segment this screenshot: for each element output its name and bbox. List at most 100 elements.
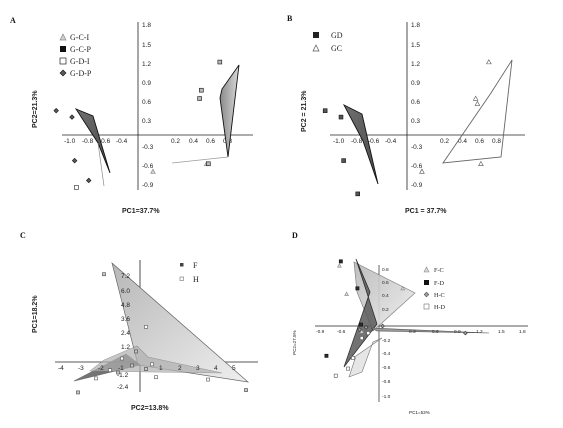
x-tick-c: -1 [118, 365, 124, 372]
data-point-gc [486, 59, 492, 65]
y-axis-label-c: PC1=18.2% [32, 295, 39, 333]
x-tick-c: 2 [178, 365, 182, 372]
legend-item-g-c-i: G-C-I [59, 33, 89, 42]
legend-item-gd: GD [313, 31, 343, 40]
x-axis-label-c: PC2=13.8% [131, 405, 169, 412]
y-tick-d: -0.6 [382, 365, 391, 371]
data-point-h-d [351, 356, 355, 360]
data-point-g-c-p [217, 59, 223, 65]
legend-item-gc: GC [312, 44, 342, 53]
panel-letter-a: A [10, 16, 16, 25]
x-tick-c: 1 [159, 365, 163, 372]
legend-a: G-C-I G-C-P G-D-I G-D-P [59, 33, 92, 78]
x-tick-a: 0.2 [171, 138, 180, 145]
data-point-gc [478, 160, 484, 166]
data-point-g-d-p [69, 114, 75, 120]
y-tick-c: -1.2 [117, 372, 129, 379]
legend-label-h: H [193, 275, 199, 284]
y-tick-c: 4.8 [121, 302, 130, 309]
y-tick-a: 0.9 [142, 80, 151, 87]
hull-gc [442, 59, 513, 164]
legend-label-gd: GD [331, 31, 343, 40]
panel-c: C 7.2 6.0 4.8 3.6 2.4 1.2 -1.2 -2.4 -4 -… [20, 231, 258, 412]
x-ticks-b: -1.0 -0.8 -0.6 -0.4 0.2 0.4 0.6 0.8 [333, 138, 501, 145]
x-tick-b: 0.2 [440, 138, 449, 145]
legend-item-h: H [179, 275, 199, 284]
data-point-h-d [333, 373, 338, 378]
points-b [322, 59, 492, 197]
data-point-h [120, 356, 124, 361]
x-tick-c: -2 [98, 365, 104, 372]
data-point-f [76, 390, 80, 395]
data-point-gc [474, 100, 481, 106]
data-point-gc [419, 168, 425, 174]
panel-letter-d: D [292, 231, 298, 240]
legend-b: GD GC [312, 31, 343, 53]
x-tick-a: 0.6 [206, 138, 215, 145]
x-tick-b: -0.6 [368, 138, 380, 145]
y-tick-a: 1.2 [142, 61, 151, 68]
data-point-h-c [363, 325, 369, 330]
legend-label-f-c: F-C [434, 267, 444, 274]
hull-h [89, 345, 223, 374]
x-tick-b: -0.4 [385, 138, 397, 145]
data-point-f [130, 363, 134, 368]
legend-item-g-c-p: G-C-P [60, 45, 91, 54]
x-tick-d: -0.9 [316, 329, 325, 335]
legend-marker-h [179, 276, 184, 281]
x-tick-c: 3 [196, 365, 200, 372]
y-ticks-c: 7.2 6.0 4.8 3.6 2.4 1.2 -1.2 -2.4 [117, 273, 130, 391]
data-point-g-d-p [85, 177, 92, 184]
y-tick-d: -0.2 [382, 338, 391, 344]
data-point-h-d [346, 366, 350, 371]
x-tick-b: -1.0 [333, 138, 345, 145]
x-axis-label-b: PC1 = 37.7% [405, 208, 447, 215]
panel-b: B 1.8 1.5 1.2 0.9 0.6 0.3 -0.3 -0.6 -0.9… [287, 14, 525, 215]
hull-f-d [343, 258, 378, 368]
y-tick-d: -0.4 [382, 351, 391, 357]
x-tick-a: -0.6 [99, 138, 111, 145]
legend-label-g-c-p: G-C-P [70, 45, 91, 54]
tail-g-d-i [97, 142, 105, 187]
legend-label-g-c-i: G-C-I [70, 33, 89, 42]
x-tick-c: -4 [58, 365, 64, 372]
legend-label-gc: GC [331, 44, 342, 53]
data-point-g-c-p [199, 87, 204, 93]
y-tick-b: 0.3 [411, 118, 420, 125]
x-tick-c: 5 [232, 365, 236, 372]
data-point-f-c [344, 291, 350, 296]
legend-d: F-C F-D H-C H-D [423, 266, 446, 311]
legend-item-g-d-p: G-D-P [59, 69, 92, 78]
legend-c: F H [179, 261, 199, 284]
x-tick-c: 4 [214, 365, 218, 372]
data-point-f-c [359, 329, 365, 334]
y-tick-b: 1.2 [411, 61, 420, 68]
x-tick-a: 0.4 [189, 138, 198, 145]
y-ticks-a: 1.8 1.5 1.2 0.9 0.6 0.3 -0.3 -0.6 -0.9 [142, 22, 154, 189]
legend-marker-gd [313, 32, 319, 38]
panel-letter-b: B [287, 14, 293, 23]
legend-item-f: F [180, 261, 198, 270]
y-ticks-b: 1.8 1.5 1.2 0.9 0.6 0.3 -0.3 -0.6 -0.9 [411, 22, 423, 189]
data-point-f-d [359, 322, 363, 327]
data-point-f-d [355, 286, 360, 291]
x-ticks-d: -0.9 -0.6 0.3 0.6 0.9 1.2 1.5 1.8 [316, 329, 526, 335]
legend-label-h-c: H-C [434, 292, 445, 299]
legend-item-g-d-i: G-D-I [59, 57, 90, 66]
legend-item-f-d: F-D [424, 280, 445, 287]
points-c [76, 272, 248, 395]
x-tick-d: 1.2 [476, 329, 483, 335]
data-point-h [150, 362, 154, 367]
x-tick-b: 0.6 [475, 138, 484, 145]
data-point-gd [341, 158, 346, 163]
x-tick-d: 0.3 [409, 329, 416, 335]
data-point-h-c [463, 330, 468, 336]
data-point-g-d-p [71, 157, 78, 164]
data-point-h-d [366, 331, 371, 336]
legend-label-g-d-i: G-D-I [70, 57, 90, 66]
data-point-g-c-p [206, 161, 211, 167]
y-tick-c: 2.4 [121, 330, 130, 337]
y-axis-label-a: PC2=21.3% [32, 90, 39, 128]
data-point-g-d-i [74, 185, 79, 190]
